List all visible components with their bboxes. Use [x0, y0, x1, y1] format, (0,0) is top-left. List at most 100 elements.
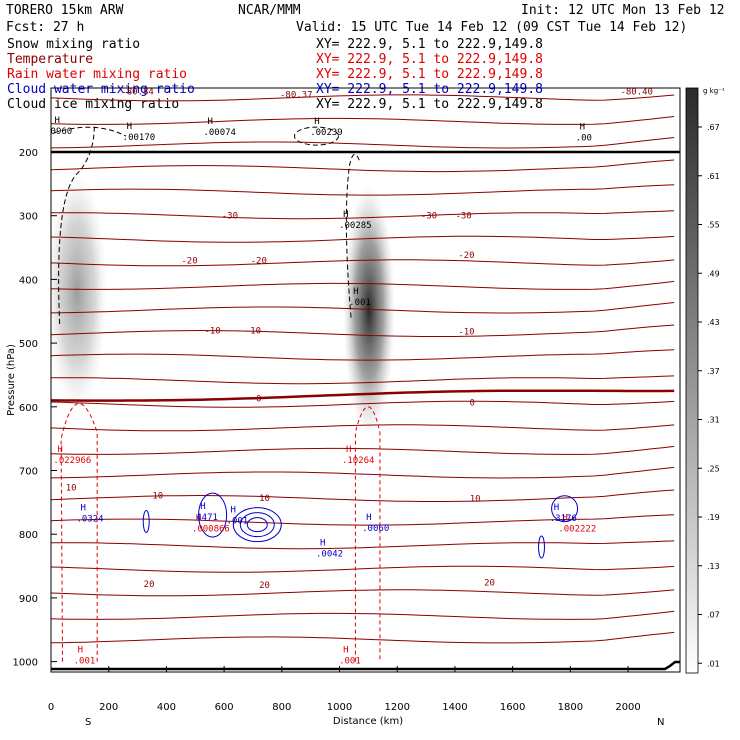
x-tick-label: 0 [48, 702, 54, 713]
init-time: Init: 12 UTC Mon 13 Feb 12 [521, 3, 725, 18]
cloud-water-contour [538, 535, 546, 559]
maximum-value: .00 [576, 134, 592, 144]
x-tick-label: 400 [157, 702, 176, 713]
maximum-marker: H [207, 117, 212, 127]
isotherm-label: 10 [259, 494, 270, 504]
maximum-marker: H [562, 514, 567, 524]
legend-xy-line: XY= 222.9, 5.1 to 222.9,149.8 [316, 67, 543, 82]
maximum-value: .00074 [203, 128, 236, 138]
maximum-value: 0960 [51, 127, 73, 137]
snow-contour-left [58, 126, 95, 325]
colorbar-tick-label: .67 [707, 123, 720, 132]
maximum-value: .0324 [77, 514, 104, 524]
isotherm-label: -20 [251, 256, 267, 266]
y-tick-label: 400 [19, 275, 38, 286]
colorbar-tick-label: .19 [707, 513, 720, 522]
snow-contour-right [345, 153, 361, 318]
legend-entry: Cloud water mixing ratio [7, 82, 195, 97]
isotherm-label: 20 [259, 581, 270, 591]
isotherm-label: 20 [144, 580, 155, 590]
contour-labels: -80.84 -80.37 -30 -30 -30 -20 -20 -20 -10 -10 -10 0… [51, 87, 653, 666]
legend-xy-line: XY= 222.9, 5.1 to 222.9,149.8 [316, 82, 543, 97]
rain-contour-left [60, 403, 98, 662]
x-tick-label: 1600 [500, 702, 525, 713]
cloud-water-contour [142, 509, 150, 533]
isotherm-line [51, 280, 675, 290]
x-tick-label: 2000 [615, 702, 640, 713]
legend-xy-line: XY= 222.9, 5.1 to 222.9,149.8 [316, 37, 543, 52]
maximum-value: .001 [349, 298, 371, 308]
isotherm-label: -80.40 [620, 87, 653, 97]
isotherm-label: -20 [458, 251, 474, 261]
y-tick-label: 300 [19, 212, 38, 223]
maximum-value: .00285 [339, 221, 372, 231]
isotherm-line [51, 445, 675, 455]
x-tick-label: 800 [272, 702, 291, 713]
maximum-value: .001 [74, 657, 96, 667]
colorbar-unit: g kg⁻¹ [703, 87, 725, 95]
maximum-value: 4471 [196, 513, 218, 523]
cloud-water-contour [198, 492, 228, 538]
isotherm-line [51, 540, 675, 550]
direction-north: N [657, 717, 664, 728]
maximum-marker: H [343, 646, 348, 656]
isotherm-label: -20 [181, 256, 197, 266]
x-tick-label: 1400 [442, 702, 467, 713]
isotherm-label: 20 [484, 579, 495, 589]
cloud-water-contour [551, 495, 579, 523]
isotherm-line [51, 610, 675, 620]
colorbar-ticks: .01 .07 .13 .19 .25 .31 .37 .43 .49 .55 .61 .67 [698, 123, 720, 668]
snow-shading [51, 172, 395, 435]
mixing-ratio-contours [53, 126, 579, 662]
isotherm-line [51, 324, 675, 337]
maximum-value: .10264 [342, 456, 375, 466]
x-tick-label: 600 [215, 702, 234, 713]
maximum-value: .0042 [316, 549, 343, 559]
legend-entry: Snow mixing ratio [7, 37, 140, 52]
maximum-value: .001 [339, 657, 361, 667]
temperature-isotherms [51, 94, 675, 644]
isotherm-label: -30 [222, 212, 238, 222]
maximum-value: .000866 [192, 525, 230, 535]
colorbar-fill [685, 87, 699, 674]
maximum-value: .00239 [310, 128, 343, 138]
maximum-value: .001 [227, 516, 249, 526]
colorbar-tick-label: .25 [707, 464, 720, 473]
colorbar-tick-label: .43 [707, 318, 720, 327]
isotherm-line [51, 116, 675, 125]
maximum-value: .022966 [53, 456, 91, 466]
maximum-marker: H [580, 123, 585, 133]
isotherm-label: -80.37 [280, 91, 313, 101]
isotherm-label: 10 [66, 484, 77, 494]
isotherm-line [51, 184, 675, 196]
isotherm-label: -10 [204, 326, 220, 336]
isotherm-line [51, 489, 675, 502]
snow-core-right [343, 185, 395, 435]
colorbar-tick-label: .61 [707, 172, 720, 181]
isotherm-line [51, 259, 675, 267]
maximum-marker: H [200, 502, 205, 512]
forecast-hour: Fcst: 27 h [6, 20, 84, 35]
isotherm-label: -30 [421, 212, 437, 222]
isotherm-line [51, 137, 675, 149]
maximum-value: .00170 [123, 133, 156, 143]
isotherm-line [51, 631, 675, 644]
isotherm-line [51, 400, 675, 408]
maximum-marker: H [353, 287, 358, 297]
legend-entry: Temperature [7, 52, 93, 67]
maximum-marker: H [81, 503, 86, 513]
maximum-value: .3176 [550, 514, 577, 524]
isotherm-label: -80.84 [121, 87, 154, 97]
maximum-marker: H [346, 445, 351, 455]
maximum-marker: H [314, 117, 319, 127]
y-tick-label: 1000 [13, 658, 38, 669]
isotherm-line [51, 375, 675, 385]
isotherm-line [51, 94, 675, 102]
colorbar: g kg⁻¹ .01 .07 .13 .19 .25 .31 .37 .43 .49 .55 .61… [685, 87, 725, 674]
colorbar-tick-label: .31 [707, 416, 720, 425]
direction-south: S [85, 717, 91, 728]
maximum-marker: H [57, 445, 62, 455]
x-tick-label: 1200 [385, 702, 410, 713]
maximum-marker: H [78, 646, 83, 656]
